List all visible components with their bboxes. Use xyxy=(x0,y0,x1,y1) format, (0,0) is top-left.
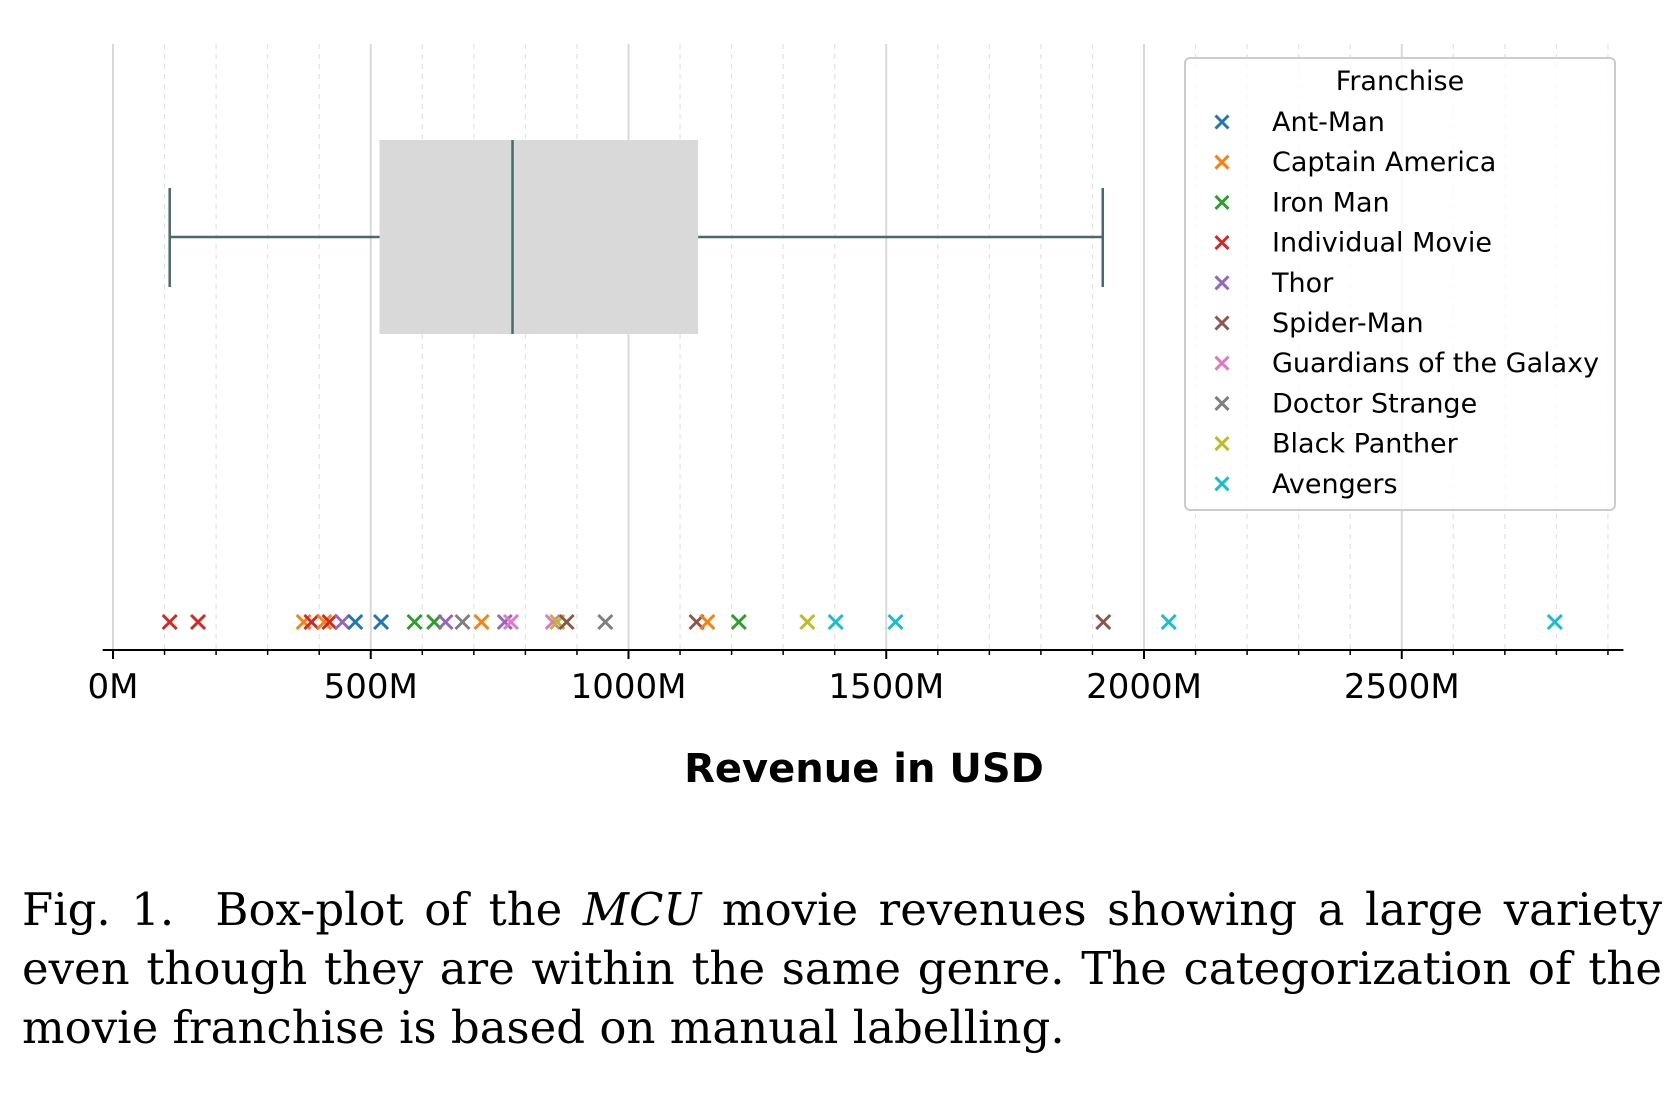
data-point-marker xyxy=(730,613,747,631)
legend: Franchise Ant-Man Captain America Iron Man… xyxy=(1184,57,1616,511)
x-tick-label: 2000M xyxy=(1086,667,1202,707)
data-point-marker xyxy=(544,613,561,631)
data-point-marker xyxy=(799,613,816,631)
data-point-marker xyxy=(1546,613,1563,631)
legend-marker xyxy=(1214,355,1230,371)
legend-marker xyxy=(1214,476,1230,492)
legend-title: Franchise xyxy=(1336,66,1464,97)
data-point-marker xyxy=(189,613,207,631)
legend-marker xyxy=(1214,194,1230,210)
legend-frame xyxy=(1184,57,1616,511)
data-point-marker xyxy=(1095,613,1112,631)
data-point-marker xyxy=(496,613,513,631)
legend-marker xyxy=(1214,114,1230,130)
legend-marker xyxy=(1214,275,1230,291)
data-point-marker xyxy=(473,613,490,631)
figure-caption: Fig. 1. Box-plot of the MCU movie revenu… xyxy=(22,880,1662,1057)
data-point-marker xyxy=(827,613,844,631)
legend-entry-label: Spider-Man xyxy=(1272,308,1424,339)
x-tick-label: 0M xyxy=(88,667,139,707)
data-point-marker xyxy=(597,613,614,631)
data-points xyxy=(161,613,1563,631)
x-axis: 0M 500M 1000M 1500M 2000M 2500M xyxy=(88,649,1624,707)
x-tick-label: 500M xyxy=(324,667,418,707)
caption-text-end: movie revenues showing a large variety e… xyxy=(22,883,1677,1054)
legend-entry-label: Ant-Man xyxy=(1272,107,1385,138)
legend-entry-label: Captain America xyxy=(1272,147,1496,178)
legend-marker xyxy=(1214,315,1230,331)
legend-entry-label: Individual Movie xyxy=(1272,228,1492,259)
iqr-box xyxy=(379,140,699,334)
legend-marker xyxy=(1214,154,1230,170)
x-axis-title: Revenue in USD xyxy=(684,746,1044,792)
box-plot-chart: 0M 500M 1000M 1500M 2000M 2500M Revenue in US… xyxy=(88,44,1624,792)
data-point-marker xyxy=(161,613,178,631)
caption-text-start: Box-plot of the xyxy=(215,883,583,936)
data-point-marker xyxy=(334,613,351,631)
legend-entry-label: Doctor Strange xyxy=(1272,388,1477,419)
data-point-marker xyxy=(558,613,575,631)
data-point-marker xyxy=(303,613,320,631)
x-tick-label: 2500M xyxy=(1344,667,1460,707)
legend-marker xyxy=(1214,436,1230,452)
legend-entry-label: Thor xyxy=(1271,268,1334,299)
data-point-marker xyxy=(316,613,333,631)
data-point-marker xyxy=(406,613,423,631)
legend-marker xyxy=(1214,235,1230,251)
legend-entry-label: Black Panther xyxy=(1272,429,1459,460)
data-point-marker xyxy=(1160,613,1177,631)
data-point-marker xyxy=(887,613,904,631)
data-point-marker xyxy=(347,613,364,631)
data-point-marker xyxy=(502,613,520,631)
caption-emphasis: MCU xyxy=(582,883,702,936)
legend-entry-label: Avengers xyxy=(1272,469,1398,500)
data-point-marker xyxy=(321,613,338,631)
data-point-marker xyxy=(372,613,390,631)
box-plot xyxy=(168,140,1105,334)
legend-marker xyxy=(1214,395,1230,411)
legend-entry-label: Iron Man xyxy=(1272,187,1390,218)
data-point-marker xyxy=(454,613,471,631)
x-tick-label: 1500M xyxy=(828,667,944,707)
data-point-marker xyxy=(699,613,716,631)
legend-entry-label: Guardians of the Galaxy xyxy=(1272,348,1599,379)
data-point-marker xyxy=(437,613,454,631)
x-tick-label: 1000M xyxy=(571,667,687,707)
caption-figure-label: Fig. 1. xyxy=(22,883,175,936)
